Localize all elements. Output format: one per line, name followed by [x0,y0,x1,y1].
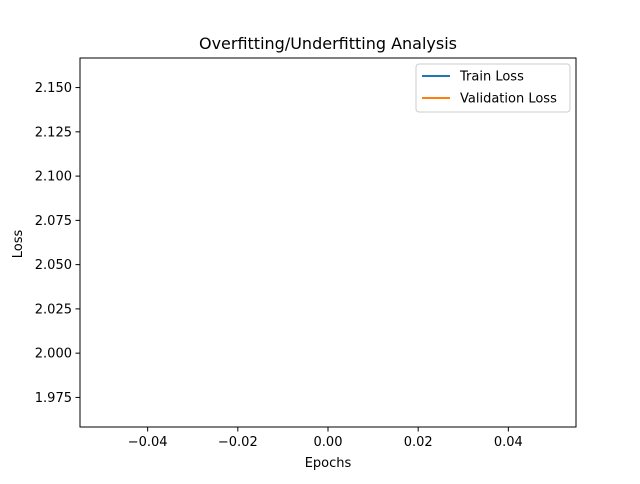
x-tick-label: 0.02 [404,435,433,450]
y-tick-label: 2.125 [35,125,72,140]
y-axis-label: Loss [11,230,26,259]
x-tick-label: −0.02 [218,435,258,450]
legend-label: Validation Loss [460,92,557,107]
x-tick-label: 0.00 [314,435,343,450]
y-tick-label: 2.150 [35,81,72,96]
x-axis-label: Epochs [305,456,352,471]
legend: Train Loss Validation Loss [415,63,571,113]
y-tick-label: 2.075 [35,214,72,229]
y-axis: 1.975 2.000 2.025 2.050 2.075 2.100 2.125 2.150 [35,81,80,406]
legend-frame [415,63,571,113]
chart-title: Overfitting/Underfitting Analysis [199,34,457,53]
legend-label: Train Loss [459,70,524,85]
y-tick-label: 2.025 [35,302,72,317]
y-tick-label: 2.050 [35,258,72,273]
x-tick-label: 0.04 [494,435,523,450]
y-tick-label: 2.100 [35,170,72,185]
x-axis: −0.04 −0.02 0.00 0.02 0.04 [128,427,523,450]
x-tick-label: −0.04 [128,435,168,450]
y-tick-label: 1.975 [35,391,72,406]
y-tick-label: 2.000 [35,347,72,362]
